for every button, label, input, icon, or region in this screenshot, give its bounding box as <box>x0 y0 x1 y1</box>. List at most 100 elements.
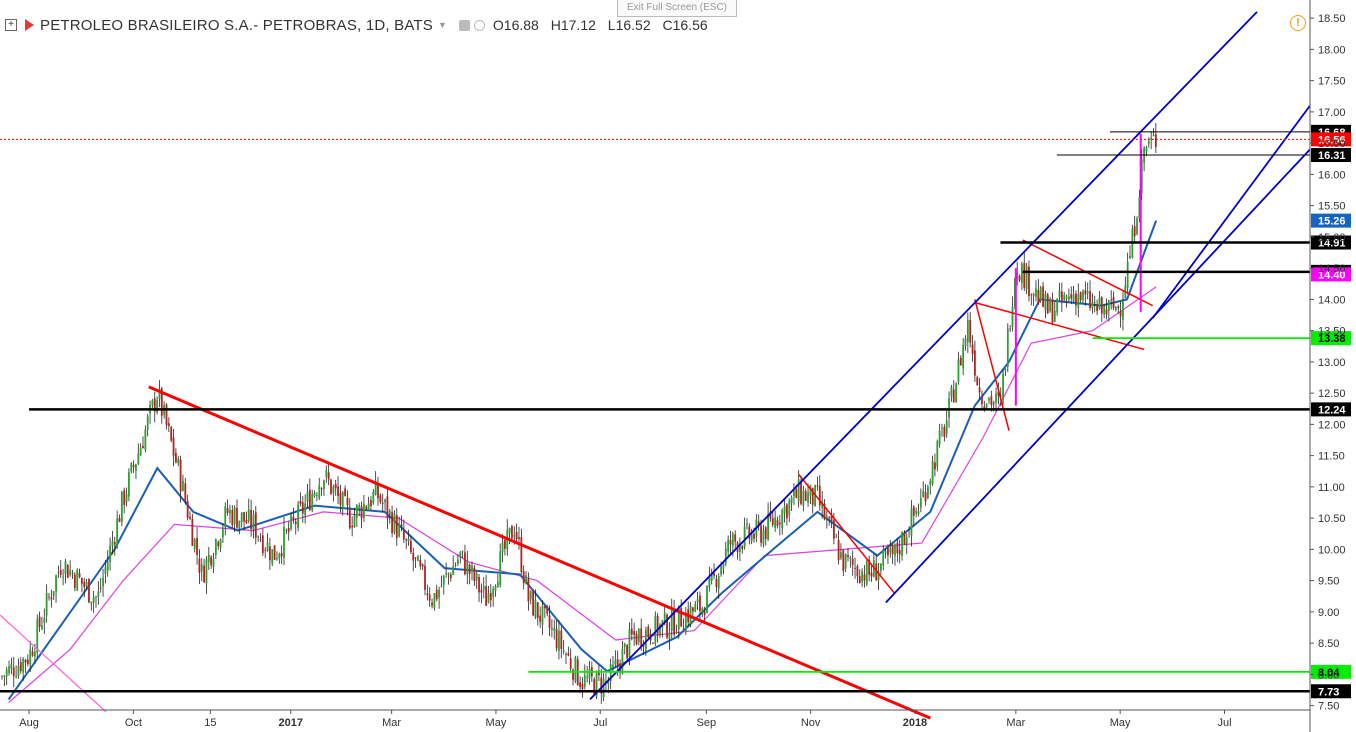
settings-icon[interactable] <box>473 19 485 31</box>
symbol-title[interactable]: PETROLEO BRASILEIRO S.A.- PETROBRAS, 1D,… <box>40 16 433 34</box>
candle-body <box>186 501 189 518</box>
y-tick-label: 17.50 <box>1318 76 1346 88</box>
candle-body <box>395 515 398 538</box>
candle-body <box>1016 272 1019 279</box>
candle-body <box>419 559 422 567</box>
candle-body <box>184 483 187 502</box>
candle-body <box>210 556 213 566</box>
candle-body <box>778 522 781 525</box>
candle-body <box>139 447 142 456</box>
candle-body <box>226 508 229 513</box>
candle-body <box>880 563 882 571</box>
candle-body <box>1037 290 1040 304</box>
candle-body <box>668 632 671 640</box>
trendline[interactable] <box>974 301 1145 351</box>
candlestick-series <box>1 123 1157 704</box>
candle-body <box>905 537 908 544</box>
candle-body <box>922 490 925 497</box>
candle-body <box>10 664 13 669</box>
trendline[interactable] <box>589 11 1258 701</box>
candle-body <box>381 502 384 504</box>
price-label-text: 14.40 <box>1318 269 1346 281</box>
trendline[interactable] <box>885 148 1311 604</box>
trendline[interactable] <box>1151 105 1311 319</box>
ohlc-low: L16.52 <box>607 17 651 33</box>
candle-body <box>36 619 39 653</box>
candle-body <box>795 489 798 498</box>
candle-body <box>400 524 403 527</box>
candle-body <box>581 683 584 690</box>
y-tick-label: 16.00 <box>1318 169 1346 181</box>
candle-body <box>682 628 685 630</box>
candle-body <box>710 573 713 581</box>
candle-body <box>727 539 730 552</box>
candle-body <box>694 603 697 612</box>
candle-body <box>496 581 499 588</box>
candle-body <box>931 460 934 485</box>
exit-fullscreen-button[interactable]: Exit Full Screen (ESC) <box>617 0 737 17</box>
drawn-trendlines[interactable] <box>0 11 1311 720</box>
candle-body <box>1126 261 1129 289</box>
trendline[interactable] <box>798 473 896 594</box>
candle-body <box>224 506 227 527</box>
candle-body <box>346 497 349 506</box>
candle-body <box>31 651 34 656</box>
candle-body <box>757 521 760 526</box>
candle-body <box>170 426 173 441</box>
x-tick-label: Sep <box>697 717 717 729</box>
candle-body <box>5 669 8 677</box>
candle-body <box>522 571 525 584</box>
candle-body <box>647 626 650 637</box>
candle-body <box>567 653 570 656</box>
candle-body <box>447 573 450 575</box>
candle-body <box>670 608 673 631</box>
candle-body <box>412 552 415 561</box>
candle-body <box>308 489 311 511</box>
candle-body <box>835 536 838 538</box>
candle-body <box>442 575 445 585</box>
horizontal-levels[interactable]: 16.6816.5616.3114.9114.4413.3812.248.047… <box>0 124 1351 699</box>
candle-body <box>748 526 751 539</box>
candle-body <box>614 660 617 665</box>
candle-body <box>713 573 715 576</box>
price-label-box <box>1311 331 1351 346</box>
warning-icon[interactable]: ! <box>1290 15 1306 31</box>
candle-body <box>858 576 861 584</box>
trendline[interactable] <box>148 385 931 720</box>
candle-body <box>76 570 79 591</box>
candle-body <box>459 551 462 557</box>
candle-body <box>1079 292 1082 301</box>
candle-body <box>612 664 614 668</box>
candle-body <box>558 630 560 651</box>
candle-body <box>1044 293 1047 311</box>
candle-body <box>1115 306 1117 311</box>
candle-body <box>919 497 922 508</box>
candle-body <box>17 665 20 676</box>
candle-body <box>1117 306 1120 308</box>
candle-body <box>151 399 154 406</box>
candle-body <box>116 518 119 548</box>
y-tick-label: 11.00 <box>1318 482 1345 494</box>
candle-body <box>868 559 871 575</box>
candle-body <box>499 551 502 586</box>
candle-body <box>988 398 990 401</box>
eye-icon[interactable] <box>458 19 470 31</box>
candle-body <box>271 549 274 564</box>
expand-icon[interactable]: + <box>5 19 17 31</box>
candle-body <box>212 558 215 568</box>
candle-body <box>593 679 596 695</box>
y-tick-label: 15.00 <box>1318 232 1346 244</box>
candle-body <box>546 606 549 614</box>
candle-body <box>306 491 309 502</box>
trendline[interactable] <box>0 614 107 713</box>
candle-body <box>830 514 833 523</box>
candle-body <box>475 573 478 581</box>
candle-body <box>800 481 802 504</box>
chevron-down-icon[interactable]: ▼ <box>438 20 447 30</box>
trendline[interactable] <box>974 299 1010 431</box>
candle-body <box>532 590 534 616</box>
candle-body <box>492 588 495 597</box>
candle-body <box>287 528 290 532</box>
candle-body <box>240 512 243 522</box>
